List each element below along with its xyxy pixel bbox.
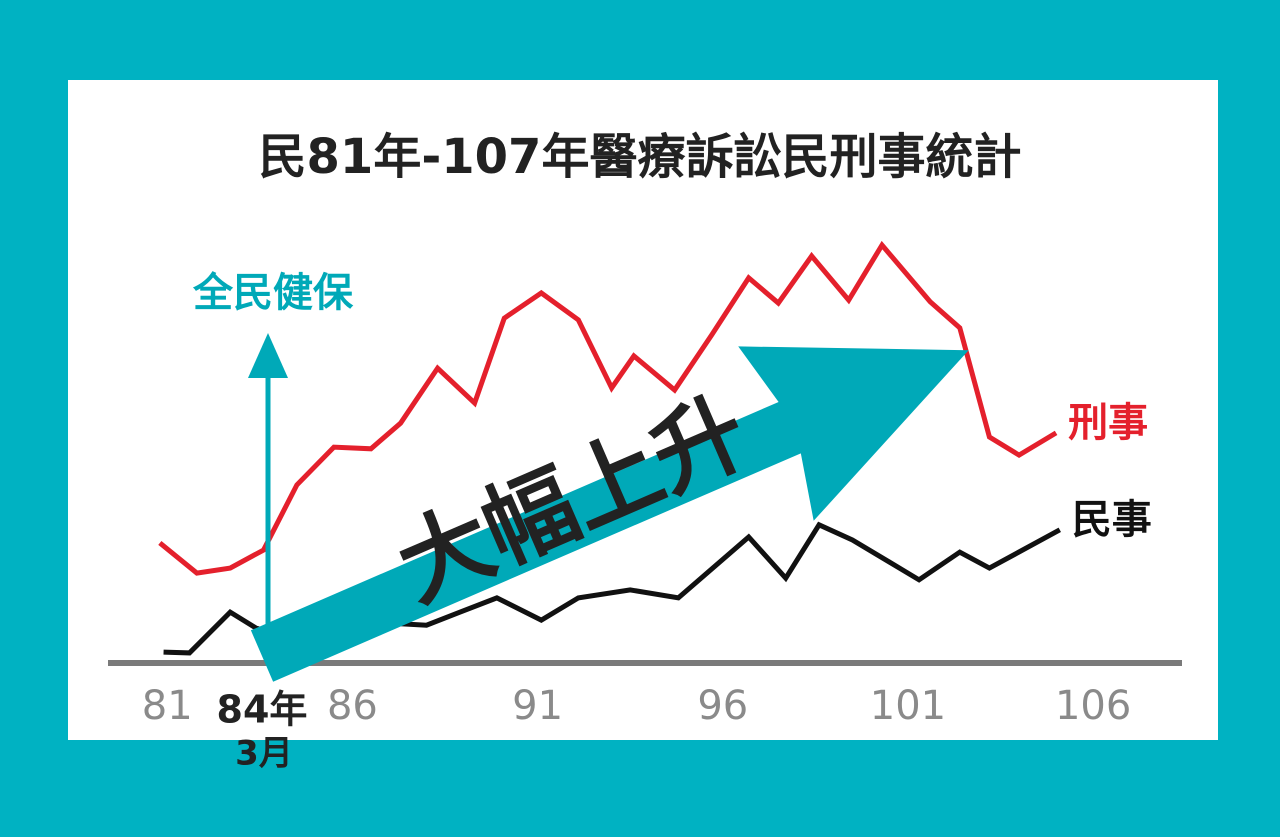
series-line <box>158 240 1058 576</box>
rise-arrow-shape <box>250 346 969 682</box>
event-year: 84年 <box>217 688 308 732</box>
chart-title: 民81年-107年醫療訴訟民刑事統計 <box>259 129 1022 185</box>
event-month: 3月 <box>235 734 293 774</box>
x-tick-label: 91 <box>512 683 563 729</box>
x-tick-label: 106 <box>1055 683 1131 729</box>
x-tick-label: 81 <box>142 683 193 729</box>
series-label: 民事 <box>1072 497 1152 543</box>
policy-label: 全民健保 <box>192 270 354 316</box>
rise-arrow <box>250 346 969 682</box>
ticks: 81 86 91 96 101 106 <box>142 683 1131 729</box>
x-tick-label: 101 <box>870 683 946 729</box>
series-label: 刑事 <box>1068 400 1148 446</box>
policy-arrowhead <box>248 333 288 378</box>
x-tick-label: 86 <box>327 683 378 729</box>
x-tick-label: 96 <box>697 683 748 729</box>
